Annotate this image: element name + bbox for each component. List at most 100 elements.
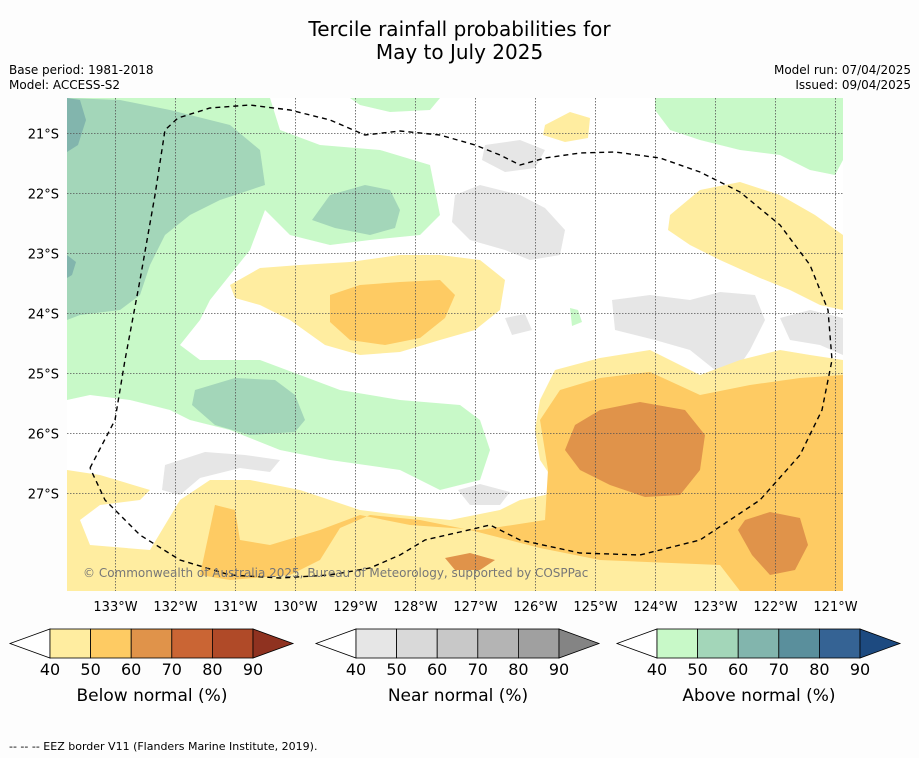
colorbar-segment (518, 628, 560, 659)
colorbar-extend-high (859, 628, 902, 659)
colorbar-segment (49, 628, 91, 659)
colorbar-tick-label: 70 (768, 660, 789, 679)
colorbar-tick-label: 40 (646, 660, 668, 679)
colorbar-segment (819, 628, 861, 659)
copyright-text: © Commonwealth of Australia 2025, Bureau… (83, 566, 588, 580)
longitude-label: 133°W (93, 600, 137, 615)
model-name: Model: ACCESS-S2 (9, 78, 121, 92)
colorbar-segment (436, 628, 479, 659)
base-period: Base period: 1981-2018 (9, 63, 154, 77)
colorbar-segment (477, 628, 519, 659)
colorbar-2 (615, 628, 902, 659)
longitude-label: 122°W (753, 600, 797, 615)
latitude-label: 21°S (28, 128, 59, 143)
footer-note: -- -- -- EEZ border V11 (Flanders Marine… (9, 740, 318, 753)
colorbar-tick-label: 80 (508, 660, 529, 679)
colorbar-tick-label: 90 (548, 660, 570, 679)
latitude-label: 26°S (28, 428, 59, 443)
above-normal-50-south (192, 378, 305, 435)
colorbar-extend-low (314, 628, 357, 659)
map-fill: © Commonwealth of Australia 2025, Bureau… (67, 98, 843, 591)
colorbar-tick-label: 60 (427, 660, 448, 679)
above-normal-60-b (67, 255, 76, 278)
meta-left: Base period: 1981-2018 Model: ACCESS-S2 (9, 63, 154, 93)
longitude-label: 132°W (153, 600, 197, 615)
map-title: Tercile rainfall probabilities for May t… (0, 18, 919, 64)
below-normal-60-south (445, 553, 495, 570)
colorbar-segment (130, 628, 173, 659)
colorbar-segment (737, 628, 780, 659)
colorbar-segment (90, 628, 132, 659)
latitude-label: 24°S (28, 308, 59, 323)
longitude-label: 130°W (273, 600, 317, 615)
below-normal-50-center (330, 280, 455, 345)
latitude-label: 23°S (28, 248, 59, 263)
title-line-1: Tercile rainfall probabilities for (308, 17, 611, 41)
longitude-label: 124°W (633, 600, 677, 615)
near-normal-e (505, 314, 532, 335)
near-normal-f (162, 452, 280, 495)
meta-right: Model run: 07/04/2025 Issued: 09/04/2025 (774, 63, 911, 93)
colorbar-extend-high (558, 628, 601, 659)
longitude-label: 129°W (333, 600, 377, 615)
below-normal-60-east (738, 512, 808, 575)
colorbar-segment (697, 628, 739, 659)
colorbar-tick-label: 40 (345, 660, 367, 679)
latitude-label: 22°S (28, 188, 59, 203)
longitude-label: 123°W (693, 600, 737, 615)
above-normal-north (350, 98, 440, 112)
issued-date: Issued: 09/04/2025 (795, 78, 911, 92)
colorbar-extend-low (8, 628, 51, 659)
near-normal-b (482, 140, 545, 172)
colorbar-0 (8, 628, 295, 659)
longitude-label: 128°W (393, 600, 437, 615)
latitude-label: 25°S (28, 368, 59, 383)
below-normal-title: Below normal (%) (76, 686, 228, 706)
below-normal-north (543, 112, 590, 142)
above-normal-60 (67, 98, 86, 152)
colorbar-tick-label: 40 (39, 660, 61, 679)
near-normal-title: Near normal (%) (387, 686, 529, 706)
below-normal-50-spot (212, 505, 238, 555)
longitude-label: 125°W (573, 600, 617, 615)
longitude-label: 127°W (453, 600, 497, 615)
longitude-label: 131°W (213, 600, 257, 615)
above-normal-spot (570, 308, 582, 326)
colorbar-extend-high (252, 628, 295, 659)
model-run: Model run: 07/04/2025 (773, 63, 911, 77)
above-normal-50-west (67, 98, 265, 320)
colorbar-tick-label: 50 (687, 660, 708, 679)
colorbar-tick-label: 50 (386, 660, 407, 679)
near-normal-c (612, 292, 765, 380)
longitude-label: 121°W (813, 600, 857, 615)
colorbar-segment (171, 628, 213, 659)
colorbar-tick-label: 80 (809, 660, 830, 679)
colorbar-tick-label: 80 (202, 660, 223, 679)
below-normal-east (668, 182, 843, 310)
above-normal-east (655, 98, 843, 175)
latitude-labels: 21°S 22°S 23°S 24°S 25°S 26°S 27°S (28, 128, 59, 503)
colorbar-extend-low (615, 628, 658, 659)
colorbar-segment (396, 628, 438, 659)
longitude-label: 126°W (513, 600, 557, 615)
colorbar-segment (656, 628, 698, 659)
eez-border (89, 104, 833, 579)
longitude-labels: 133°W 132°W 131°W 130°W 129°W 128°W 127°W 126°W… (93, 600, 857, 615)
colorbar-tick-label: 70 (161, 660, 182, 679)
colorbar-segment (355, 628, 397, 659)
colorbar-tick-label: 90 (242, 660, 264, 679)
above-normal-title: Above normal (%) (682, 686, 836, 706)
latitude-label: 27°S (28, 488, 59, 503)
below-normal-60-center (565, 402, 705, 497)
colorbar-tick-label: 90 (849, 660, 871, 679)
graticule (67, 98, 843, 591)
colorbar-tick-label: 60 (121, 660, 142, 679)
above-normal-50-center (312, 185, 400, 235)
colorbar-segment (211, 628, 254, 659)
near-normal-d (780, 310, 843, 355)
title-line-2: May to July 2025 (375, 40, 544, 64)
near-normal-h (458, 484, 510, 505)
near-normal-a (452, 185, 565, 260)
colorbar-tick-label: 70 (467, 660, 488, 679)
